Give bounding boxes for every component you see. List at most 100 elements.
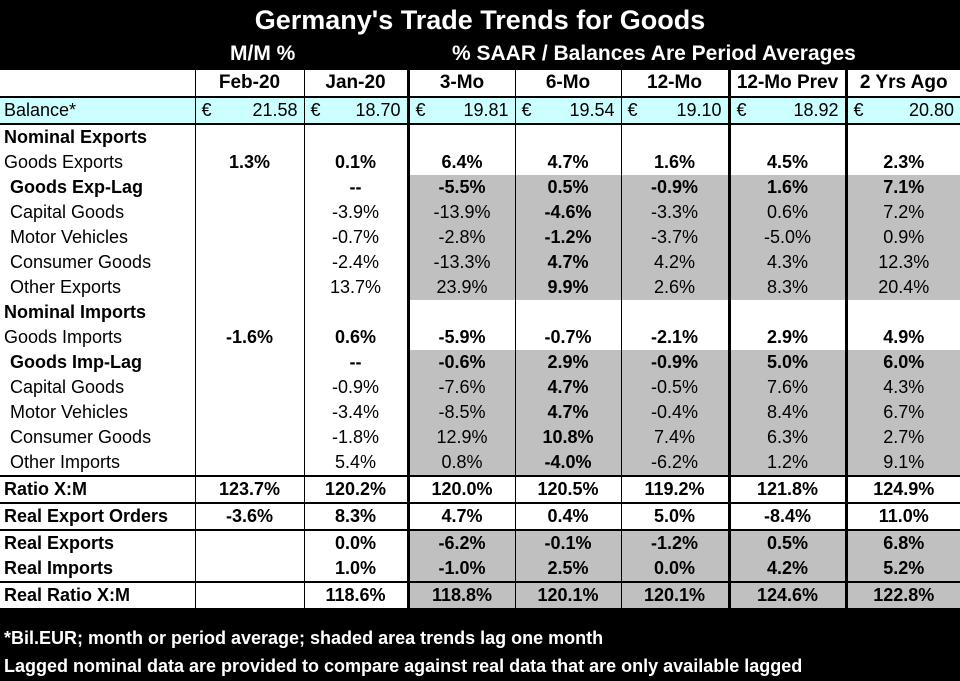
balance-cell: €19.81 [406,97,515,125]
table-cell [514,300,621,325]
table-row: Real Exports 0.0% -6.2% -0.1% -1.2% 0.5% 6.8% [0,530,960,556]
balance-value: 18.70 [355,100,401,120]
table-row: Real Imports 1.0% -1.0% 2.5% 0.0% 4.2% 5.2% [0,556,960,583]
table-row: Nominal Exports [0,124,960,150]
row-label: Goods Exp-Lag [10,177,144,197]
balance-value: 21.58 [252,100,298,120]
table-cell: 10.8% [514,425,621,450]
balance-value: 20.80 [908,100,954,120]
table-cell: -5.5% [406,175,515,200]
table-cell: 8.3% [727,275,846,300]
table-cell: -4.6% [514,200,621,225]
table-cell: 4.7% [514,375,621,400]
table-cell: 4.9% [844,325,960,350]
table-cell: -0.5% [620,375,729,400]
row-label: Real Imports [0,556,195,583]
row-label: Goods Imports [4,327,123,347]
table-cell: 13.7% [303,275,408,300]
table-cell: 2.3% [844,150,960,175]
subtitle-mm: M/M % [230,42,296,65]
table-cell: -3.9% [303,200,408,225]
table-cell: 120.1% [620,581,729,608]
table-cell: -0.9% [620,350,729,375]
subtitle-saar: % SAAR / Balances Are Period Averages [452,42,856,65]
table-cell: -2.1% [620,325,729,350]
table-cell: 0.0% [303,530,408,556]
table-cell: -1.0% [406,556,515,583]
footnote-1: *Bil.EUR; month or period average; shade… [4,628,604,648]
table-cell [194,250,304,275]
table-cell: 7.2% [844,200,960,225]
balance-cell: €18.70 [303,97,408,125]
table-cell: 2.6% [620,275,729,300]
table-cell: 5.0% [620,503,729,531]
table-cell [194,375,304,400]
table-cell: -2.4% [303,250,408,275]
table-cell: 6.8% [844,530,960,556]
table-cell: 0.0% [620,556,729,583]
row-label: Consumer Goods [10,252,152,272]
row-label: Consumer Goods [10,427,152,447]
balance-cell: €21.58 [194,97,304,125]
table-cell: -3.7% [620,225,729,250]
col-header: 12-Mo [620,70,729,98]
table-cell: 2.5% [514,556,621,583]
table-cell: 0.6% [303,325,408,350]
table-cell [194,175,304,200]
table-cell: 5.4% [303,450,408,477]
table-row: Nominal Imports [0,300,960,325]
table-cell: 118.6% [303,581,408,608]
col-header: Jan-20 [303,70,408,98]
table-cell [727,300,846,325]
table-row: Other Imports 5.4% 0.8% -4.0% -6.2% 1.2% 9.1% [0,450,960,477]
table-cell: 7.6% [727,375,846,400]
table-row: Motor Vehicles -3.4% -8.5% 4.7% -0.4% 8.4% 6.7… [0,400,960,425]
table-cell: 1.2% [727,450,846,477]
balance-cell: €18.92 [727,97,846,125]
table-cell: -- [303,350,408,375]
table-cell [194,200,304,225]
table-cell: 11.0% [844,503,960,531]
balance-cell: €20.80 [844,97,960,125]
table-row: Goods Exp-Lag -- -5.5% 0.5% -0.9% 1.6% 7.1% [0,175,960,200]
table-cell: 9.1% [844,450,960,477]
table-row: Motor Vehicles -0.7% -2.8% -1.2% -3.7% -5.0% 0… [0,225,960,250]
table-cell [194,275,304,300]
table-cell: 1.0% [303,556,408,583]
table-cell: 122.8% [844,581,960,608]
trade-table: Feb-20 Jan-20 3-Mo 6-Mo 12-Mo 12-Mo Prev… [0,70,960,608]
table-cell [194,556,304,583]
table-cell: 9.9% [514,275,621,300]
table-cell: 8.4% [727,400,846,425]
table-cell: 8.3% [303,503,408,531]
balance-value: 18.92 [793,100,839,120]
table-cell: 0.1% [303,150,408,175]
table-cell [844,300,960,325]
table-cell: -2.8% [406,225,515,250]
table-cell: 0.9% [844,225,960,250]
table-cell: -1.6% [194,325,304,350]
table-cell: -4.0% [514,450,621,477]
table-cell: 23.9% [406,275,515,300]
table-row: Consumer Goods -2.4% -13.3% 4.7% 4.2% 4.3% 12.… [0,250,960,275]
table-cell: -13.9% [406,200,515,225]
table-row: Other Exports 13.7% 23.9% 9.9% 2.6% 8.3% 20.4% [0,275,960,300]
table-cell: 0.5% [514,175,621,200]
table-cell [194,350,304,375]
table-cell: 123.7% [194,476,304,504]
table-cell [194,581,304,608]
table-cell: 4.7% [514,400,621,425]
table-cell: 0.4% [514,503,621,531]
table-cell: 4.2% [727,556,846,583]
row-label: Motor Vehicles [10,402,129,422]
table-cell [514,124,621,150]
currency-symbol: € [310,100,321,120]
table-cell: -8.4% [727,503,846,531]
row-label: Balance* [0,97,195,125]
table-cell: 4.7% [514,250,621,275]
table-cell: -1.2% [514,225,621,250]
row-label: Real Exports [4,533,115,553]
table-cell: 120.1% [514,581,621,608]
table-cell: 4.2% [620,250,729,275]
row-label: Goods Imp-Lag [10,352,142,372]
